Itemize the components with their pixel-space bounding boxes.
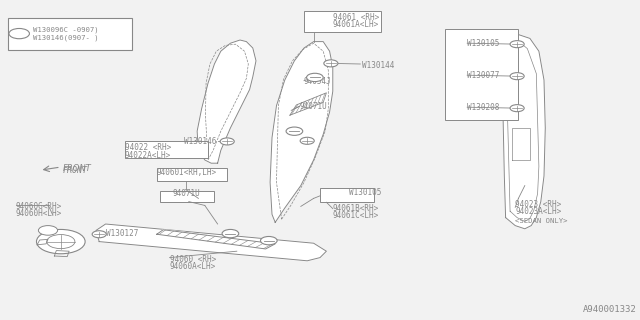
Text: 94023 <RH>: 94023 <RH> — [515, 200, 561, 209]
Text: W130096C -0907): W130096C -0907) — [33, 26, 99, 33]
Bar — [125, 141, 208, 158]
Circle shape — [47, 235, 75, 249]
Circle shape — [324, 60, 338, 67]
Circle shape — [38, 226, 58, 235]
Text: 94022 <RH>: 94022 <RH> — [125, 143, 171, 152]
Circle shape — [260, 236, 277, 245]
Text: W130208: W130208 — [467, 103, 500, 112]
Text: 94071U: 94071U — [173, 189, 200, 198]
Circle shape — [92, 231, 106, 238]
Circle shape — [510, 105, 524, 112]
Circle shape — [510, 73, 524, 80]
Text: 94060H<LH>: 94060H<LH> — [16, 209, 62, 218]
Text: <SEDAN ONLY>: <SEDAN ONLY> — [515, 218, 568, 224]
Polygon shape — [197, 40, 256, 163]
Text: 94023A<LH>: 94023A<LH> — [515, 207, 561, 216]
Text: 94061C<LH>: 94061C<LH> — [333, 212, 379, 220]
Circle shape — [307, 73, 323, 82]
Text: W130146(0907- ): W130146(0907- ) — [33, 35, 99, 41]
Circle shape — [300, 137, 314, 144]
Text: 94061 <RH>: 94061 <RH> — [333, 13, 379, 22]
Text: 94060G<RH>: 94060G<RH> — [16, 202, 62, 211]
Polygon shape — [290, 93, 326, 115]
Circle shape — [222, 229, 239, 238]
Bar — [320, 188, 374, 202]
Text: 94061A<LH>: 94061A<LH> — [333, 20, 379, 29]
Text: 1: 1 — [45, 226, 51, 235]
Text: 1: 1 — [17, 29, 22, 38]
Bar — [8, 18, 132, 50]
Text: W130105: W130105 — [467, 39, 500, 48]
Text: 94061B<RH>: 94061B<RH> — [333, 204, 379, 213]
Text: W130077: W130077 — [467, 71, 500, 80]
Text: W130127: W130127 — [106, 229, 138, 238]
Polygon shape — [157, 230, 275, 249]
Circle shape — [9, 28, 29, 39]
Circle shape — [286, 127, 303, 135]
Text: 94060 <RH>: 94060 <RH> — [170, 255, 216, 264]
Text: 94060I<RH,LH>: 94060I<RH,LH> — [157, 168, 217, 177]
Bar — [157, 168, 227, 181]
Text: W130105: W130105 — [349, 188, 381, 197]
Text: 94071U: 94071U — [300, 102, 327, 111]
Polygon shape — [270, 42, 333, 222]
Circle shape — [220, 138, 234, 145]
Text: 94054J: 94054J — [304, 77, 332, 86]
Text: FRONT: FRONT — [63, 166, 88, 175]
Bar — [445, 29, 518, 120]
Polygon shape — [96, 224, 326, 261]
Polygon shape — [502, 35, 545, 229]
Text: 94060A<LH>: 94060A<LH> — [170, 262, 216, 271]
Text: W130144: W130144 — [362, 61, 394, 70]
Text: FRONT: FRONT — [63, 164, 92, 172]
Circle shape — [510, 41, 524, 48]
Text: A940001332: A940001332 — [583, 305, 637, 314]
Bar — [304, 11, 381, 32]
Text: W130146: W130146 — [184, 137, 216, 146]
Bar — [160, 191, 214, 202]
Circle shape — [36, 229, 85, 254]
Text: 94022A<LH>: 94022A<LH> — [125, 151, 171, 160]
